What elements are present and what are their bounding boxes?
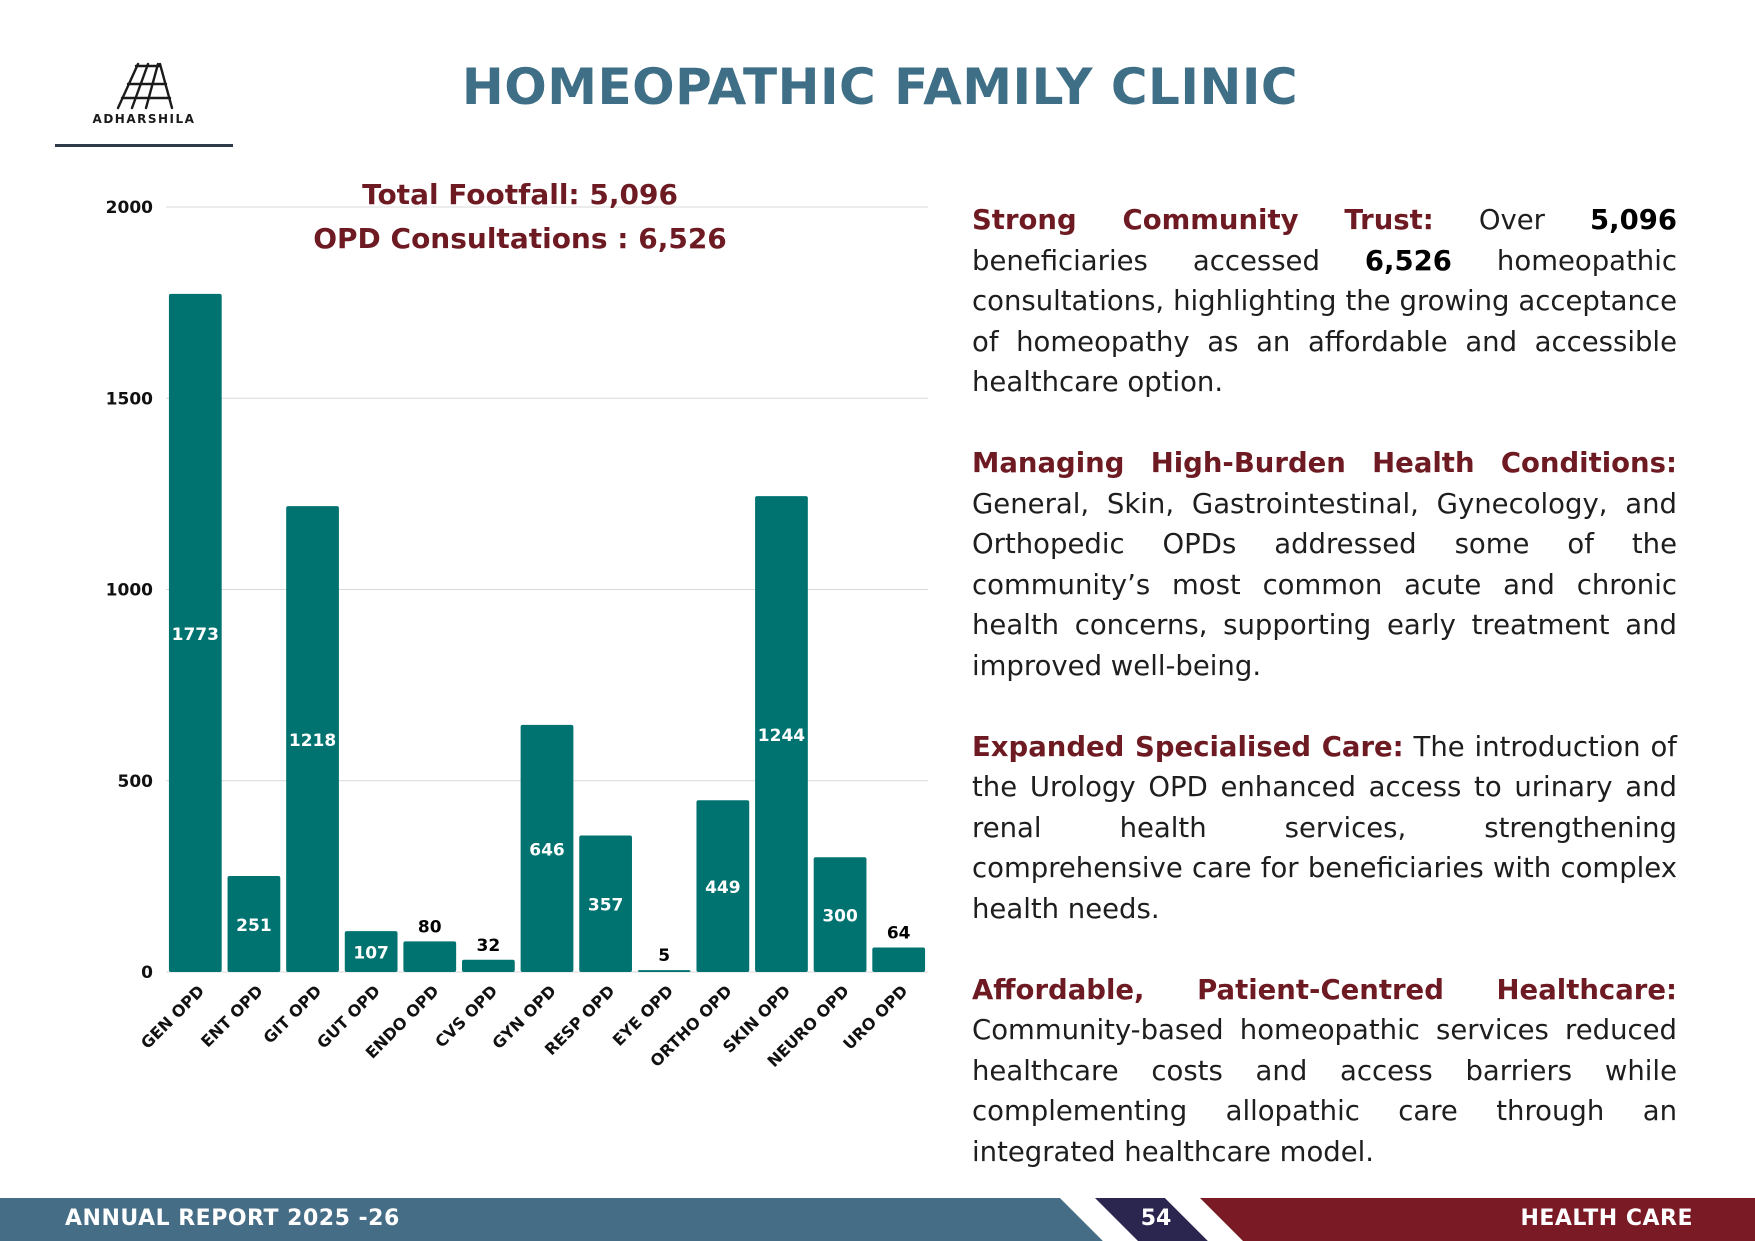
y-tick-label: 0 bbox=[141, 963, 153, 983]
footer-band: ANNUAL REPORT 2025 -26 54 HEALTH CARE bbox=[0, 1198, 1755, 1241]
paragraph-text: homeopathic consultations, highlighting … bbox=[972, 244, 1678, 399]
footer-section-title: HEALTH CARE bbox=[1520, 1206, 1693, 1231]
data-label: 300 bbox=[822, 907, 858, 927]
data-label: 449 bbox=[705, 878, 741, 898]
data-label: 32 bbox=[477, 936, 501, 956]
logo-underline bbox=[55, 144, 233, 147]
bar bbox=[696, 800, 750, 972]
y-tick-label: 1000 bbox=[106, 581, 153, 601]
chart-headline-footfall: Total Footfall: 5,096 bbox=[362, 178, 678, 211]
bar bbox=[579, 835, 632, 972]
data-label: 1244 bbox=[758, 726, 805, 746]
footer-middle-band bbox=[1095, 1198, 1208, 1241]
bar bbox=[462, 959, 515, 972]
data-label: 5 bbox=[658, 946, 670, 966]
footer-right-band bbox=[1200, 1198, 1755, 1241]
paragraph-text: beneficiaries accessed bbox=[972, 244, 1365, 277]
paragraph-heading: Expanded Specialised Care: bbox=[972, 730, 1404, 763]
ladder-logo-icon bbox=[116, 62, 174, 110]
paragraph-text: The introduction of the Urology OPD enha… bbox=[972, 730, 1677, 925]
data-label: 646 bbox=[529, 840, 565, 860]
paragraph-heading: Strong Community Trust: bbox=[972, 204, 1434, 236]
bar bbox=[227, 875, 281, 972]
data-label: 357 bbox=[588, 896, 624, 916]
bar bbox=[286, 506, 339, 972]
paragraph-community-trust: Strong Community Trust: Over 5,096 benef… bbox=[972, 200, 1677, 403]
bar bbox=[813, 857, 867, 972]
y-tick-label: 2000 bbox=[106, 198, 153, 218]
paragraph-specialised-care: Expanded Specialised Care: The introduct… bbox=[972, 727, 1677, 930]
y-tick-label: 1500 bbox=[106, 389, 153, 409]
chart-headline-consultations: OPD Consultations : 6,526 bbox=[313, 222, 727, 255]
paragraph-affordable-care: Affordable, Patient-Centred Healthcare: … bbox=[972, 970, 1677, 1173]
bar bbox=[520, 724, 574, 972]
data-label: 1773 bbox=[172, 625, 219, 645]
highlights-text: Strong Community Trust: Over 5,096 benef… bbox=[972, 200, 1677, 1212]
footfall-number: 5,096 bbox=[1590, 204, 1677, 236]
x-tick-label: GEN OPD bbox=[137, 981, 208, 1052]
paragraph-text: Over bbox=[1433, 204, 1590, 236]
bar bbox=[872, 947, 926, 972]
adharshila-logo: ADHARSHILA bbox=[55, 52, 233, 152]
opd-chart: 0 500 1000 1500 2000 1773 GEN OPD 251 ENT OPD 121… bbox=[80, 170, 950, 1090]
data-label: 251 bbox=[236, 916, 272, 936]
paragraph-high-burden: Managing High-Burden Health Conditions: … bbox=[972, 443, 1677, 687]
data-label: 107 bbox=[353, 944, 389, 964]
logo-text: ADHARSHILA bbox=[92, 112, 196, 126]
page-number: 54 bbox=[1140, 1206, 1172, 1231]
data-label: 80 bbox=[418, 917, 442, 937]
paragraph-text: Community-based homeopathic services red… bbox=[972, 1014, 1677, 1168]
footer-separator-left bbox=[1060, 1198, 1138, 1241]
bar bbox=[403, 941, 457, 972]
paragraph-heading: Managing High-Burden Health Conditions: bbox=[972, 446, 1677, 479]
consultations-number: 6,526 bbox=[1364, 244, 1452, 277]
bar bbox=[344, 931, 398, 972]
data-label: 64 bbox=[887, 924, 911, 944]
footer-left-band bbox=[0, 1198, 1103, 1241]
bar bbox=[755, 496, 808, 972]
footer-separator-right bbox=[1165, 1198, 1243, 1241]
y-tick-label: 500 bbox=[118, 772, 154, 792]
opd-bar-chart: 0 500 1000 1500 2000 1773 GEN OPD 251 ENT OPD 121… bbox=[106, 198, 928, 1071]
footer-report-title: ANNUAL REPORT 2025 -26 bbox=[65, 1206, 400, 1231]
bar bbox=[168, 293, 222, 972]
bar bbox=[637, 970, 691, 972]
paragraph-heading: Affordable, Patient-Centred Healthcare: bbox=[972, 973, 1677, 1006]
data-label: 1218 bbox=[289, 731, 336, 751]
x-tick-label: ENT OPD bbox=[197, 981, 267, 1051]
page-title: HOMEOPATHIC FAMILY CLINIC bbox=[461, 58, 1299, 116]
paragraph-text: General, Skin, Gastrointestinal, Gynecol… bbox=[972, 487, 1677, 682]
footer-background bbox=[0, 1198, 1755, 1241]
